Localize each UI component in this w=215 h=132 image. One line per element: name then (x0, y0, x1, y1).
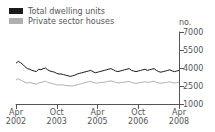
svg-text:Total dwelling units: Total dwelling units (27, 7, 105, 16)
svg-text:Oct: Oct (50, 108, 64, 117)
svg-text:2006: 2006 (128, 117, 148, 126)
svg-text:7000: 7000 (183, 28, 203, 37)
svg-text:2002: 2002 (6, 117, 26, 126)
svg-text:2500: 2500 (183, 82, 203, 91)
svg-text:no.: no. (179, 18, 191, 27)
svg-text:Apr: Apr (9, 108, 24, 117)
svg-text:4000: 4000 (183, 64, 203, 73)
svg-text:Apr: Apr (172, 108, 187, 117)
svg-text:2008: 2008 (169, 117, 189, 126)
svg-text:1000: 1000 (183, 100, 203, 109)
svg-text:5500: 5500 (183, 46, 203, 55)
svg-text:Private sector houses: Private sector houses (28, 17, 114, 26)
svg-text:Apr: Apr (91, 108, 106, 117)
svg-text:2003: 2003 (47, 117, 67, 126)
svg-text:2005: 2005 (87, 117, 107, 126)
svg-text:Oct: Oct (131, 108, 145, 117)
